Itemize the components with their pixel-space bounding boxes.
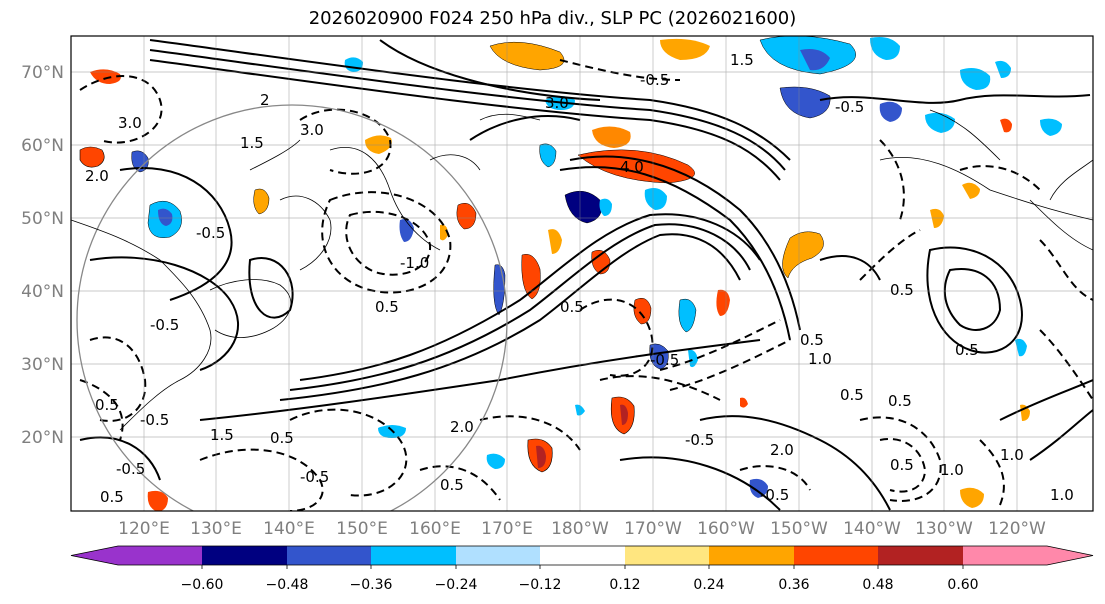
- contour-label: -0.5: [300, 468, 329, 486]
- lon-label: 160°W: [697, 519, 755, 539]
- contour-label: 3.0: [300, 121, 324, 139]
- map-panel: 2.0 3.0 -0.5 2 3.0 1.5 -0.5 0.5 -1.0 0.5…: [70, 35, 1094, 512]
- colorbar-outline: [70, 545, 1094, 566]
- colorbar-extend-min: [71, 546, 118, 565]
- contour-label: -0.5: [116, 460, 145, 478]
- colorbar-tick-label: 0.36: [778, 577, 809, 593]
- colorbar-segment: [287, 546, 371, 565]
- contour-label: 2.0: [85, 167, 109, 185]
- colorbar-labels: −0.60 −0.48 −0.36 −0.24 −0.12 0.12 0.24 …: [181, 577, 979, 593]
- contour-label: 1.0: [808, 350, 832, 368]
- contour-label: -0.5: [640, 71, 669, 89]
- contour-label: -0.5: [650, 351, 679, 369]
- contour-label: 1.5: [240, 134, 264, 152]
- contour-label: 0.5: [440, 476, 464, 494]
- lat-label: 40°N: [21, 282, 64, 302]
- lon-label: 170°W: [624, 519, 682, 539]
- contour-label: 3.0: [118, 114, 142, 132]
- contour-label: 0.5: [560, 298, 584, 316]
- contour-label: 0.5: [888, 392, 912, 410]
- lon-label: 140°W: [843, 519, 901, 539]
- lat-label: 20°N: [21, 428, 64, 448]
- colorbar-tick-label: −0.60: [181, 577, 224, 593]
- colorbar-segment: [202, 546, 287, 565]
- lat-label: 70°N: [21, 63, 64, 83]
- lon-label: 140°E: [263, 519, 315, 539]
- contour-label: -1.0: [400, 254, 429, 272]
- contour-label: 1.0: [1000, 446, 1024, 464]
- lon-label: 180°W: [551, 519, 609, 539]
- contour-label: 1.0: [1050, 486, 1074, 504]
- contour-label: 0.5: [890, 281, 914, 299]
- contour-label: 0.5: [375, 298, 399, 316]
- colorbar-segment: [118, 546, 202, 565]
- colorbar-tick-label: 0.48: [862, 577, 893, 593]
- lon-label: 130°E: [190, 519, 242, 539]
- colorbar-ticks: [201, 565, 964, 569]
- contour-label: 2: [260, 91, 270, 109]
- lat-lon-grid: [71, 36, 1093, 511]
- lat-label: 60°N: [21, 136, 64, 156]
- contour-label: 1.5: [210, 426, 234, 444]
- contour-label: 1.0: [940, 461, 964, 479]
- contour-label: -0.5: [760, 486, 789, 504]
- colorbar-segment: [963, 546, 1047, 565]
- divergence-shading: [79, 36, 1062, 511]
- contour-label: 0.5: [95, 396, 119, 414]
- lon-label: 120°W: [988, 519, 1046, 539]
- longitude-labels: 120°E 130°E 140°E 150°E 160°E 170°E 180°…: [118, 519, 1046, 539]
- colorbar-segments: [70, 545, 1094, 566]
- colorbar-tick-label: −0.48: [266, 577, 309, 593]
- lat-label: 30°N: [21, 355, 64, 375]
- contour-label: 0.5: [100, 488, 124, 506]
- colorbar-extend-max: [1047, 546, 1093, 565]
- colorbar-tick-label: −0.12: [519, 577, 562, 593]
- map-frame: [70, 35, 1094, 512]
- reference-circle: [76, 104, 508, 511]
- colorbar-tick-label: 0.12: [609, 577, 640, 593]
- contour-label: 1.5: [730, 51, 754, 69]
- contour-label: 3.0: [545, 94, 569, 112]
- solid-contours: [79, 39, 1093, 511]
- contour-label: 0.5: [890, 456, 914, 474]
- map-title: 2026020900 F024 250 hPa div., SLP PC (20…: [308, 8, 797, 29]
- colorbar-segment: [456, 546, 540, 565]
- contour-labels: 2.0 3.0 -0.5 2 3.0 1.5 -0.5 0.5 -1.0 0.5…: [85, 51, 1074, 506]
- colorbar-tick-label: 0.24: [693, 577, 724, 593]
- contour-label: 4.0: [620, 158, 644, 176]
- contour-label: -0.5: [150, 316, 179, 334]
- contour-label: 2.0: [450, 418, 474, 436]
- colorbar: −0.60 −0.48 −0.36 −0.24 −0.12 0.12 0.24 …: [70, 545, 1094, 593]
- dashed-contours: [79, 59, 1093, 511]
- colorbar-tick-label: 0.60: [947, 577, 978, 593]
- contour-label: 0.5: [955, 341, 979, 359]
- contour-label: -0.5: [835, 98, 864, 116]
- lon-label: 120°E: [118, 519, 170, 539]
- contour-label: -0.5: [140, 411, 169, 429]
- colorbar-segment: [540, 546, 625, 565]
- colorbar-segment: [794, 546, 878, 565]
- contour-label: -0.5: [685, 431, 714, 449]
- contour-label: 0.5: [800, 331, 824, 349]
- lon-label: 160°E: [409, 519, 461, 539]
- colorbar-segment: [709, 546, 794, 565]
- colorbar-segment: [625, 546, 709, 565]
- lon-label: 130°W: [915, 519, 973, 539]
- lon-label: 170°E: [481, 519, 533, 539]
- colorbar-segment: [878, 546, 963, 565]
- coastlines: [71, 109, 1093, 431]
- lon-label: 150°E: [336, 519, 388, 539]
- colorbar-tick-label: −0.24: [435, 577, 478, 593]
- colorbar-segment: [371, 546, 456, 565]
- contour-label: 2.0: [770, 441, 794, 459]
- lon-label: 150°W: [770, 519, 828, 539]
- latitude-labels: 70°N 60°N 50°N 40°N 30°N 20°N: [21, 63, 64, 448]
- lat-label: 50°N: [21, 209, 64, 229]
- contour-label: 0.5: [270, 429, 294, 447]
- contour-label: 0.5: [840, 386, 864, 404]
- colorbar-tick-label: −0.36: [350, 577, 393, 593]
- contour-label: -0.5: [196, 224, 225, 242]
